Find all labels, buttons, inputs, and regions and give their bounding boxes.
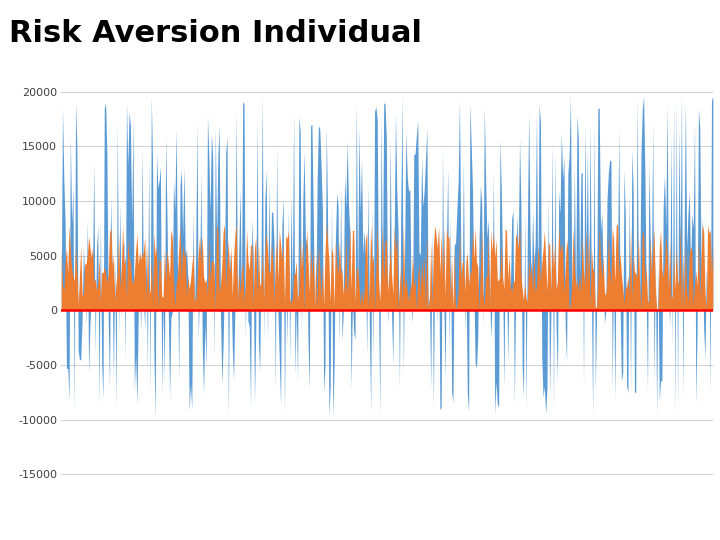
Text: Basics Probability Distributions- Uniform: Basics Probability Distributions- Unifor… [7, 514, 245, 526]
Text: Jan. -2016: Jan. -2016 [443, 514, 503, 526]
Text: 26: 26 [681, 513, 698, 527]
Text: Ardavan Asef-Vaziri: Ardavan Asef-Vaziri [324, 514, 438, 526]
Text: Risk Aversion Individual: Risk Aversion Individual [9, 19, 422, 48]
